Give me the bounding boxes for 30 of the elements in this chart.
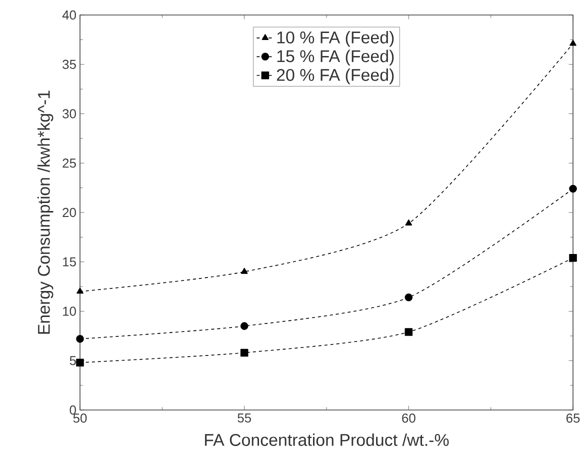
y-tick-label: 5 [70, 356, 76, 366]
x-tick-label: 50 [73, 414, 87, 423]
point [404, 294, 413, 302]
y-tick-label: 35 [62, 60, 76, 69]
point [76, 335, 84, 343]
legend-label: 15 % FA (Feed) [277, 50, 394, 66]
x-tick-label: 55 [238, 414, 251, 423]
legend-label: 20 % FA (Feed) [276, 68, 394, 84]
point [405, 219, 412, 226]
x-tick-label: 65 [566, 414, 580, 423]
y-tick-label: 20 [62, 208, 76, 218]
y-tick-label: 15 [63, 257, 76, 266]
y-tick-label: 0 [70, 405, 76, 415]
point [404, 328, 413, 336]
point [569, 184, 577, 193]
y-tick-label: 25 [62, 158, 76, 168]
y-tick-label: 40 [62, 10, 76, 20]
point [570, 40, 576, 46]
legend-label: 10 % FA (Feed) [277, 31, 394, 47]
point [569, 254, 577, 262]
y-tick-label: 10 [63, 306, 76, 316]
point [240, 348, 248, 357]
y-tick-label: 30 [62, 109, 76, 118]
point [76, 288, 84, 294]
x-axis-title: FA Concentration Product /wt.-% [205, 434, 449, 446]
point [240, 268, 248, 274]
point [76, 358, 84, 366]
x-tick-label: 60 [402, 414, 416, 423]
y-axis-title: Energy Consumption /kwh*kg^-1 [37, 90, 54, 334]
point [240, 322, 248, 330]
